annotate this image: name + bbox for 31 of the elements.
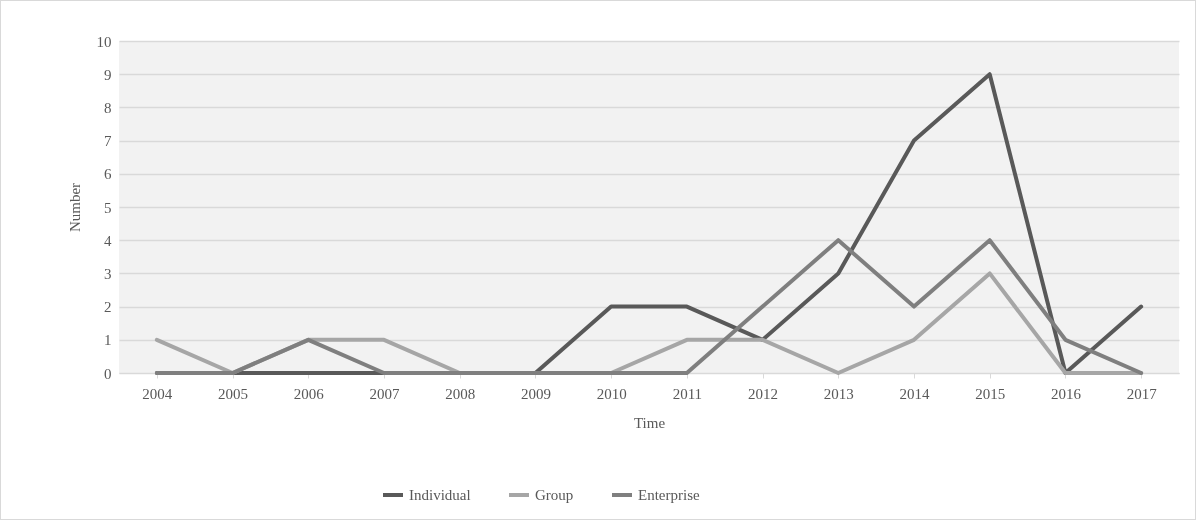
x-tick-label: 2008 [445, 385, 476, 402]
x-tick-label: 2012 [748, 385, 779, 402]
y-axis-title: Number [66, 182, 83, 233]
y-tick-label: 7 [104, 133, 112, 150]
y-tick-label: 4 [104, 232, 112, 249]
legend-label: Enterprise [638, 487, 700, 503]
x-tick-label: 2015 [975, 385, 1006, 402]
y-tick-label: 0 [104, 365, 112, 382]
x-tick-label: 2010 [596, 385, 627, 402]
y-tick-label: 1 [104, 332, 112, 349]
line-series [154, 238, 1144, 375]
legend-label: Individual [409, 487, 471, 503]
x-tick-label: 2013 [823, 385, 854, 402]
x-tick-label: 2004 [142, 385, 173, 402]
legend-label: Group [535, 487, 574, 503]
x-axis-title: Time [633, 414, 666, 431]
x-tick-label: 2016 [1050, 385, 1082, 402]
x-tick-label: 2009 [520, 385, 551, 402]
y-tick-label: 2 [104, 299, 112, 316]
x-tick-label: 2005 [218, 385, 249, 402]
x-tick-label: 2017 [1126, 385, 1158, 402]
y-tick-label: 6 [104, 166, 112, 183]
x-tick-label: 2007 [369, 385, 400, 402]
y-tick-label: 10 [96, 33, 112, 50]
x-tick-label: 2011 [672, 385, 703, 402]
y-tick-label: 5 [104, 199, 112, 216]
y-tick-label: 8 [104, 99, 112, 116]
x-tick-label: 2006 [293, 385, 325, 402]
x-tick-label: 2014 [899, 385, 930, 402]
y-tick-label: 3 [104, 265, 112, 282]
y-tick-label: 9 [104, 66, 112, 83]
